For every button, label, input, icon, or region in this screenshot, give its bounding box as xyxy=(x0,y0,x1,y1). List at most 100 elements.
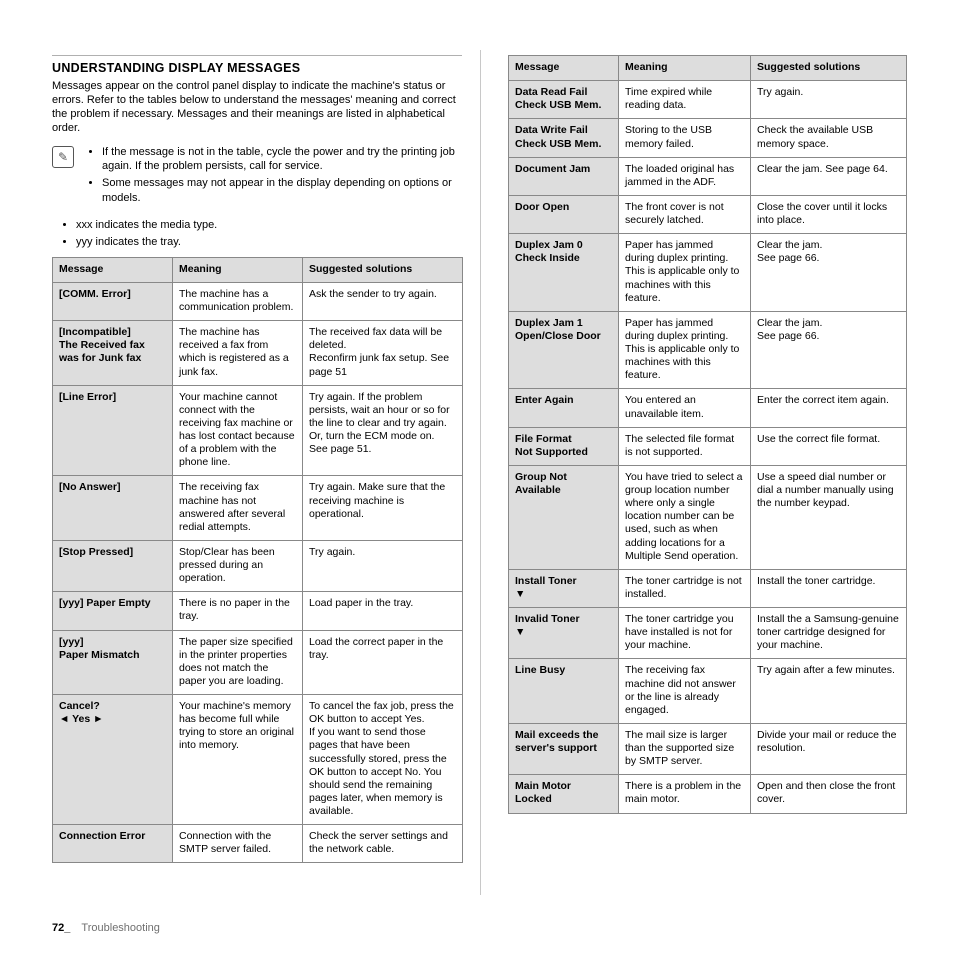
cell-message: Connection Error xyxy=(53,825,173,863)
th-meaning: Meaning xyxy=(619,56,751,81)
cell-meaning: Paper has jammed during duplex printing.… xyxy=(619,234,751,312)
cell-solution: Close the cover until it locks into plac… xyxy=(751,195,907,233)
cell-message: Door Open xyxy=(509,195,619,233)
cell-message: Data Read FailCheck USB Mem. xyxy=(509,81,619,119)
cell-meaning: The receiving fax machine has not answer… xyxy=(173,476,303,541)
cell-solution: Clear the jam. See page 64. xyxy=(751,157,907,195)
cell-solution: Install the toner cartridge. xyxy=(751,569,907,607)
cell-meaning: There is no paper in the tray. xyxy=(173,592,303,630)
cell-solution: Load paper in the tray. xyxy=(303,592,463,630)
table-row: [yyy]Paper MismatchThe paper size specif… xyxy=(53,630,463,695)
table-row: Data Write FailCheck USB Mem.Storing to … xyxy=(509,119,907,157)
cell-meaning: There is a problem in the main motor. xyxy=(619,775,751,813)
cell-solution: Try again. xyxy=(303,540,463,591)
cell-solution: Enter the correct item again. xyxy=(751,389,907,427)
cell-message: File FormatNot Supported xyxy=(509,427,619,465)
table-row: Mail exceeds the server's supportThe mai… xyxy=(509,723,907,774)
cell-solution: The received fax data will be deleted.Re… xyxy=(303,321,463,386)
cell-message: Main MotorLocked xyxy=(509,775,619,813)
cell-solution: Clear the jam.See page 66. xyxy=(751,311,907,389)
note-icon: ✎ xyxy=(52,146,74,168)
page-number: 72_ xyxy=(52,922,70,934)
cell-message: Group NotAvailable xyxy=(509,465,619,569)
cell-solution: Check the available USB memory space. xyxy=(751,119,907,157)
legend-item: yyy indicates the tray. xyxy=(76,235,462,249)
cell-solution: Install the a Samsung-genuine toner cart… xyxy=(751,608,907,659)
cell-message: [yyy] Paper Empty xyxy=(53,592,173,630)
cell-meaning: The toner cartridge you have installed i… xyxy=(619,608,751,659)
cell-solution: Open and then close the front cover. xyxy=(751,775,907,813)
table-row: Main MotorLockedThere is a problem in th… xyxy=(509,775,907,813)
cell-meaning: Time expired while reading data. xyxy=(619,81,751,119)
cell-solution: Load the correct paper in the tray. xyxy=(303,630,463,695)
cell-message: [yyy]Paper Mismatch xyxy=(53,630,173,695)
table-row: [No Answer]The receiving fax machine has… xyxy=(53,476,463,541)
cell-solution: Try again. Make sure that the receiving … xyxy=(303,476,463,541)
note-item: If the message is not in the table, cycl… xyxy=(102,145,462,173)
note-box: ✎ If the message is not in the table, cy… xyxy=(52,145,462,207)
cell-message: Install Toner ▼ xyxy=(509,569,619,607)
cell-meaning: Storing to the USB memory failed. xyxy=(619,119,751,157)
cell-meaning: The loaded original has jammed in the AD… xyxy=(619,157,751,195)
cell-message: Line Busy xyxy=(509,659,619,724)
cell-message: [Stop Pressed] xyxy=(53,540,173,591)
table-row: Group NotAvailableYou have tried to sele… xyxy=(509,465,907,569)
th-meaning: Meaning xyxy=(173,257,303,282)
cell-solution: Try again after a few minutes. xyxy=(751,659,907,724)
cell-meaning: Paper has jammed during duplex printing.… xyxy=(619,311,751,389)
table-row: Data Read FailCheck USB Mem.Time expired… xyxy=(509,81,907,119)
legend-item: xxx indicates the media type. xyxy=(76,218,462,232)
table-row: Connection ErrorConnection with the SMTP… xyxy=(53,825,463,863)
note-item: Some messages may not appear in the disp… xyxy=(102,176,462,204)
left-column: UNDERSTANDING DISPLAY MESSAGES Messages … xyxy=(52,55,462,863)
th-message: Message xyxy=(509,56,619,81)
message-table-right: Message Meaning Suggested solutions Data… xyxy=(508,55,907,814)
th-solution: Suggested solutions xyxy=(751,56,907,81)
cell-meaning: The toner cartridge is not installed. xyxy=(619,569,751,607)
cell-meaning: Connection with the SMTP server failed. xyxy=(173,825,303,863)
table-row: Document JamThe loaded original has jamm… xyxy=(509,157,907,195)
right-column: Message Meaning Suggested solutions Data… xyxy=(508,55,906,814)
cell-solution: Try again. xyxy=(751,81,907,119)
cell-message: Enter Again xyxy=(509,389,619,427)
cell-meaning: The paper size specified in the printer … xyxy=(173,630,303,695)
cell-meaning: The receiving fax machine did not answer… xyxy=(619,659,751,724)
cell-message: Duplex Jam 0Check Inside xyxy=(509,234,619,312)
cell-message: [Incompatible]The Received fax was for J… xyxy=(53,321,173,386)
cell-meaning: Your machine cannot connect with the rec… xyxy=(173,385,303,476)
cell-message: [COMM. Error] xyxy=(53,282,173,320)
cell-solution: Use the correct file format. xyxy=(751,427,907,465)
table-row: Cancel?◄ Yes ►Your machine's memory has … xyxy=(53,695,463,825)
intro-paragraph: Messages appear on the control panel dis… xyxy=(52,79,462,135)
th-message: Message xyxy=(53,257,173,282)
legend-list: xxx indicates the media type. yyy indica… xyxy=(52,218,462,249)
cell-solution: Try again. If the problem persists, wait… xyxy=(303,385,463,476)
table-row: [yyy] Paper EmptyThere is no paper in th… xyxy=(53,592,463,630)
th-solution: Suggested solutions xyxy=(303,257,463,282)
chapter-label: Troubleshooting xyxy=(81,922,159,934)
cell-message: Document Jam xyxy=(509,157,619,195)
table-row: [Line Error]Your machine cannot connect … xyxy=(53,385,463,476)
cell-message: Duplex Jam 1Open/Close Door xyxy=(509,311,619,389)
table-row: Duplex Jam 1Open/Close DoorPaper has jam… xyxy=(509,311,907,389)
cell-meaning: The machine has a communication problem. xyxy=(173,282,303,320)
cell-meaning: The machine has received a fax from whic… xyxy=(173,321,303,386)
cell-solution: To cancel the fax job, press the OK butt… xyxy=(303,695,463,825)
cell-meaning: Your machine's memory has become full wh… xyxy=(173,695,303,825)
table-row: Invalid Toner ▼The toner cartridge you h… xyxy=(509,608,907,659)
cell-meaning: Stop/Clear has been pressed during an op… xyxy=(173,540,303,591)
cell-message: Invalid Toner ▼ xyxy=(509,608,619,659)
cell-message: Cancel?◄ Yes ► xyxy=(53,695,173,825)
cell-meaning: The selected file format is not supporte… xyxy=(619,427,751,465)
table-row: Enter AgainYou entered an unavailable it… xyxy=(509,389,907,427)
table-row: Door OpenThe front cover is not securely… xyxy=(509,195,907,233)
cell-message: [Line Error] xyxy=(53,385,173,476)
table-row: [Stop Pressed]Stop/Clear has been presse… xyxy=(53,540,463,591)
cell-solution: Ask the sender to try again. xyxy=(303,282,463,320)
cell-meaning: You entered an unavailable item. xyxy=(619,389,751,427)
table-row: Install Toner ▼The toner cartridge is no… xyxy=(509,569,907,607)
column-divider xyxy=(480,50,481,895)
table-row: [Incompatible]The Received fax was for J… xyxy=(53,321,463,386)
table-row: Duplex Jam 0Check InsidePaper has jammed… xyxy=(509,234,907,312)
cell-meaning: You have tried to select a group locatio… xyxy=(619,465,751,569)
